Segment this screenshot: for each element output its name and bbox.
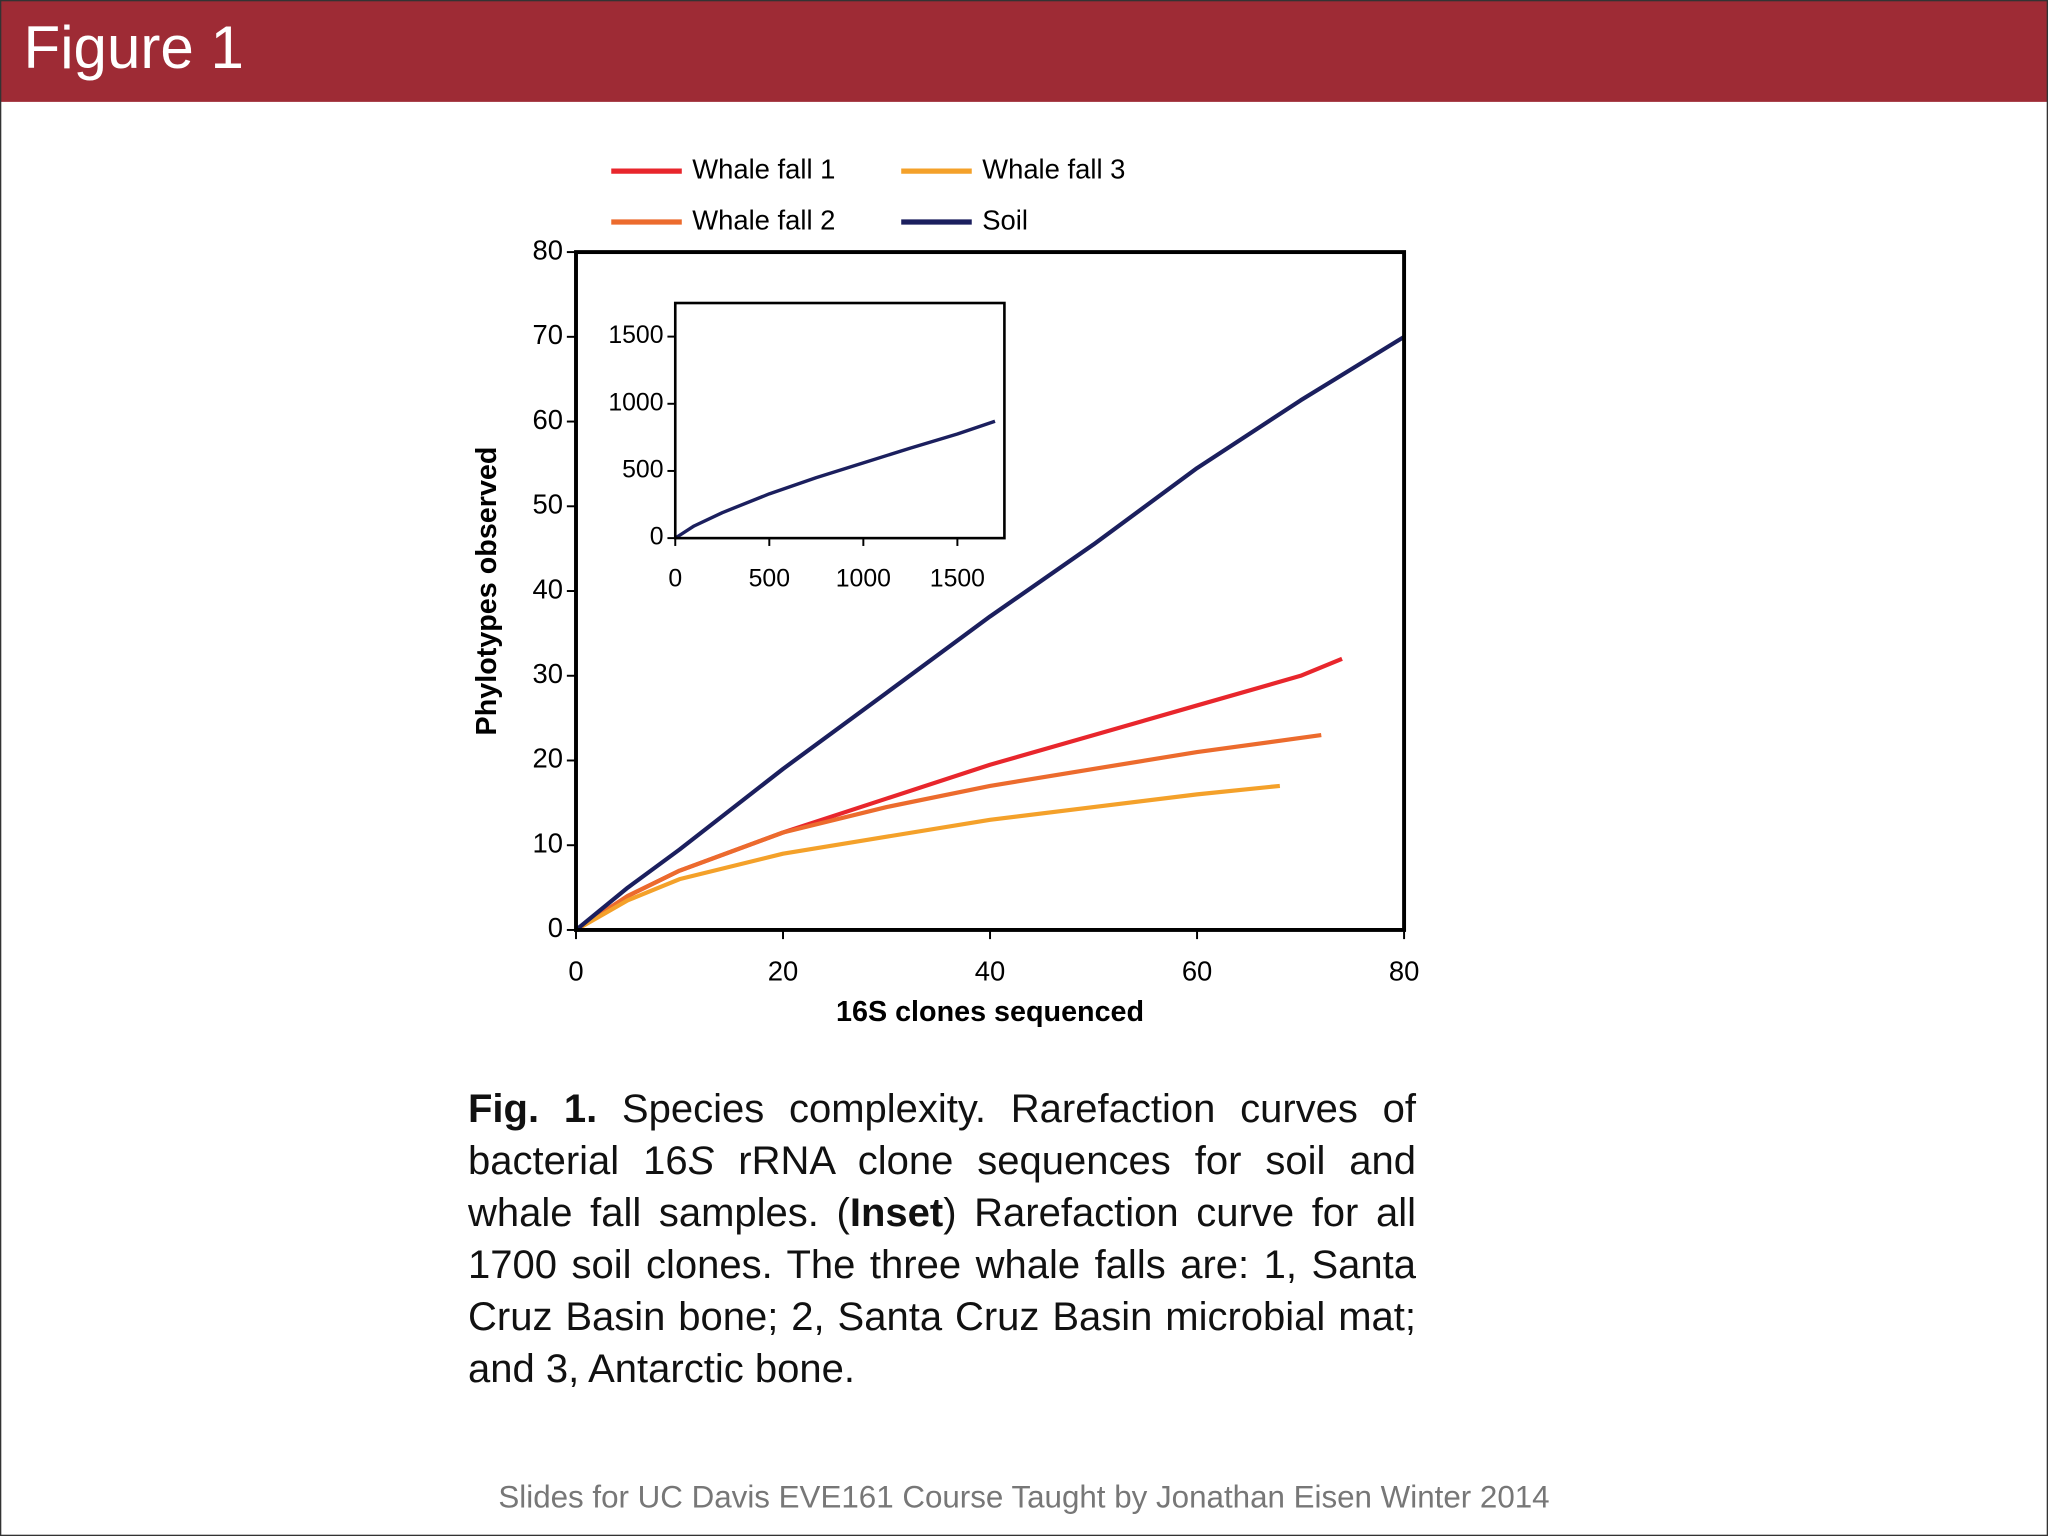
caption-text: ) Rarefaction curve for all 1700 soil cl… <box>468 1191 1416 1391</box>
x-tick-label: 0 <box>568 955 583 986</box>
y-tick-label: 40 <box>532 573 562 604</box>
x-axis-label: 16S clones sequenced <box>836 996 1144 1028</box>
x-tick-label: 20 <box>768 955 798 986</box>
legend-label: Whale fall 2 <box>692 204 835 235</box>
slide-title: Figure 1 <box>24 14 244 81</box>
y-tick-label: 70 <box>532 319 562 350</box>
plot-frame <box>574 250 1407 932</box>
y-tick-label: 500 <box>622 456 663 483</box>
data-line <box>574 335 1406 932</box>
caption-text: rRNA clone sequences for soil and whale … <box>468 1139 1417 1235</box>
x-tick-label: 60 <box>1182 955 1212 986</box>
legend-label: Whale fall 3 <box>982 153 1125 184</box>
x-tick-label: 0 <box>668 565 682 592</box>
y-tick-label: 1500 <box>608 322 663 349</box>
footer: Slides for UC Davis EVE161 Course Taught… <box>498 1480 1549 1515</box>
header-bar <box>0 0 2048 102</box>
y-axis-label: Phylotypes observed <box>471 447 503 736</box>
y-tick-label: 20 <box>532 743 562 774</box>
plot-background <box>675 303 1005 539</box>
caption-italic: S <box>687 1139 715 1183</box>
data-line <box>574 733 1322 932</box>
data-line <box>574 783 1281 932</box>
x-tick-label: 1500 <box>930 565 985 592</box>
caption-text: Species complexity. Rarefaction curves o… <box>468 1087 1416 1183</box>
y-tick-label: 0 <box>650 524 664 551</box>
y-tick-label: 10 <box>532 827 562 858</box>
x-tick-label: 80 <box>1389 955 1419 986</box>
y-tick-label: 1000 <box>608 389 663 416</box>
plot-frame <box>673 301 1006 540</box>
y-tick-label: 30 <box>532 658 562 689</box>
caption: Fig. 1. Species complexity. Rarefaction … <box>468 1083 1416 1395</box>
caption-bold: Inset <box>849 1191 944 1235</box>
caption-label: Fig. 1. <box>468 1087 598 1131</box>
x-tick-label: 500 <box>749 565 790 592</box>
x-tick-label: 40 <box>975 955 1005 986</box>
y-tick-label: 80 <box>532 234 562 265</box>
x-tick-label: 1000 <box>836 565 891 592</box>
legend-label: Whale fall 1 <box>692 153 835 184</box>
y-tick-label: 0 <box>548 912 563 943</box>
data-line <box>674 419 996 540</box>
y-tick-label: 60 <box>532 404 562 435</box>
y-tick-label: 50 <box>532 489 562 520</box>
legend-label: Soil <box>982 204 1028 235</box>
